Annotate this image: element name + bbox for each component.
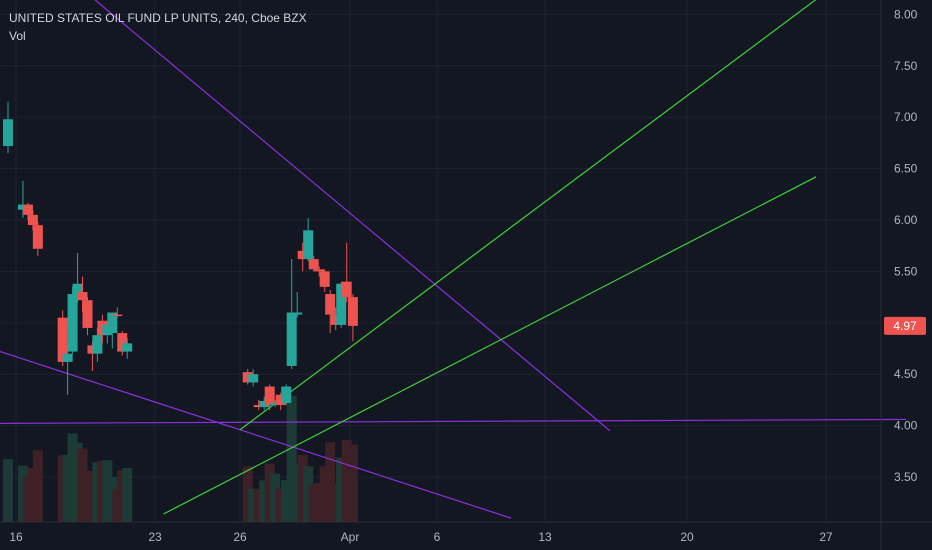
trendlines [0,0,907,519]
candles [3,101,358,411]
candle-down[interactable] [253,405,264,408]
time-tick-label: 27 [819,530,833,544]
volume-bar [242,466,253,522]
candle-down[interactable] [112,314,123,317]
symbol-title[interactable]: UNITED STATES OIL FUND LP UNITS, 240, Cb… [9,11,307,25]
price-tick-label: 7.00 [894,110,918,124]
volume-bar [292,463,303,522]
candle-down[interactable] [32,225,43,249]
time-tick-label: 6 [434,530,441,544]
candle-down[interactable] [341,281,352,298]
candle-down[interactable] [325,294,336,315]
price-tick-label: 4.50 [894,367,918,381]
candle-down[interactable] [22,204,33,215]
volume-bar [275,488,286,522]
volume-bar [286,395,297,522]
volume-bar [253,489,264,522]
volume-bar [303,466,314,522]
candle-up[interactable] [292,312,303,315]
candle-up[interactable] [270,402,281,406]
volume-bar [314,483,325,522]
time-tick-label: 23 [148,530,162,544]
purple-horizontal-support[interactable] [0,418,907,424]
candle-down[interactable] [57,317,68,362]
candle-down[interactable] [264,386,275,406]
candle-up[interactable] [67,294,78,352]
volume-bar [297,454,308,522]
price-tick-label: 4.00 [894,419,918,433]
volume-bars [3,395,358,522]
volume-bar [32,450,43,522]
volume-bar [336,457,347,522]
candle-up[interactable] [3,119,13,146]
candle-up[interactable] [281,386,292,403]
price-tick-label: 6.00 [894,213,918,227]
candle-down[interactable] [117,333,128,352]
candle-down[interactable] [77,291,88,301]
volume-bar [341,439,352,522]
candle-down[interactable] [297,250,308,260]
candle-up[interactable] [336,283,347,325]
price-tick-label: 8.00 [894,7,918,21]
time-tick-label: 26 [233,530,247,544]
candle-up[interactable] [286,312,297,366]
purple-lower-trendline[interactable] [0,337,512,519]
volume-bar [264,463,275,522]
candle-up[interactable] [303,230,314,260]
price-axis[interactable]: 3.504.004.505.005.506.006.507.007.508.00… [880,0,926,550]
candle-up[interactable] [72,283,83,295]
candle-up[interactable] [122,343,133,352]
volume-study-label[interactable]: Vol [9,29,26,43]
volume-bar [122,468,133,522]
candle-down[interactable] [308,259,319,270]
volume-bar [325,442,336,522]
price-tick-label: 3.50 [894,470,918,484]
candle-down[interactable] [242,372,253,383]
time-tick-label: 20 [680,530,694,544]
candle-down[interactable] [347,297,358,326]
candle-down[interactable] [314,269,325,272]
candle-up[interactable] [259,400,270,408]
price-tick-label: 6.50 [894,162,918,176]
candle-down[interactable] [82,300,93,328]
volume-bar [3,459,13,522]
volume-bar [330,484,341,522]
purple-falling-trendline[interactable] [76,0,611,432]
volume-bar [259,480,270,522]
time-tick-label: 16 [9,530,23,544]
time-tick-label: Apr [341,530,360,544]
volume-bar [248,488,259,522]
chart-legend: UNITED STATES OIL FUND LP UNITS, 240, Cb… [9,9,307,45]
volume-bar [308,484,319,522]
candle-down[interactable] [27,214,38,226]
candle-up[interactable] [92,335,103,354]
price-tick-label: 5.50 [894,264,918,278]
volume-bar [347,444,358,522]
last-price-label: 4.97 [893,319,917,333]
time-axis[interactable]: 16 23 26 Apr 6 13 20 27 [0,521,932,544]
volume-bar [319,466,330,522]
last-price-tag[interactable] [884,316,926,335]
green-upper-channel-line[interactable] [239,0,818,431]
volume-bar [270,473,281,522]
volume-bar [281,480,292,522]
candle-down[interactable] [275,394,286,406]
candle-down[interactable] [319,271,330,287]
candle-up[interactable] [62,353,73,362]
grid-lines [0,0,880,522]
candle-down[interactable] [330,314,341,325]
candle-up[interactable] [248,374,259,383]
green-lower-channel-line[interactable] [163,176,817,515]
candle-up[interactable] [107,312,118,334]
time-tick-label: 13 [538,530,552,544]
price-tick-label: 7.50 [894,59,918,73]
